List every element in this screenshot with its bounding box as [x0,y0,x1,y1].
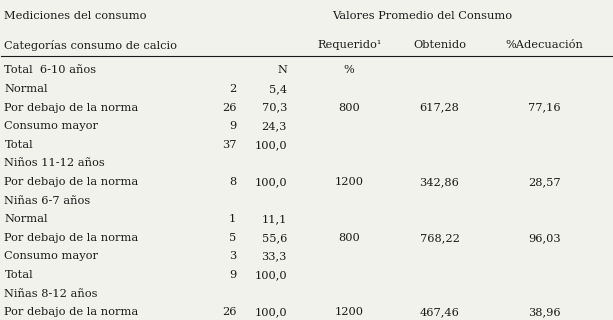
Text: 100,0: 100,0 [254,270,287,280]
Text: Por debajo de la norma: Por debajo de la norma [4,177,139,187]
Text: 8: 8 [229,177,237,187]
Text: 342,86: 342,86 [419,177,460,187]
Text: Total: Total [4,270,33,280]
Text: 768,22: 768,22 [419,233,460,243]
Text: Requerido¹: Requerido¹ [317,40,381,51]
Text: Total  6-10 años: Total 6-10 años [4,66,97,76]
Text: Niños 11-12 años: Niños 11-12 años [4,158,105,168]
Text: Por debajo de la norma: Por debajo de la norma [4,103,139,113]
Text: Normal: Normal [4,84,48,94]
Text: 9: 9 [229,121,237,131]
Text: 9: 9 [229,270,237,280]
Text: Total: Total [4,140,33,150]
Text: Consumo mayor: Consumo mayor [4,121,99,131]
Text: 38,96: 38,96 [528,307,561,317]
Text: 100,0: 100,0 [254,307,287,317]
Text: Mediciones del consumo: Mediciones del consumo [4,11,147,21]
Text: 24,3: 24,3 [262,121,287,131]
Text: 467,46: 467,46 [419,307,460,317]
Text: 70,3: 70,3 [262,103,287,113]
Text: 26: 26 [222,307,237,317]
Text: 11,1: 11,1 [262,214,287,224]
Text: 800: 800 [338,103,360,113]
Text: 28,57: 28,57 [528,177,561,187]
Text: Consumo mayor: Consumo mayor [4,252,99,261]
Text: 2: 2 [229,84,237,94]
Text: 77,16: 77,16 [528,103,561,113]
Text: 5,4: 5,4 [269,84,287,94]
Text: 33,3: 33,3 [262,252,287,261]
Text: 800: 800 [338,233,360,243]
Text: Por debajo de la norma: Por debajo de la norma [4,233,139,243]
Text: Categorías consumo de calcio: Categorías consumo de calcio [4,40,177,52]
Text: N: N [277,66,287,76]
Text: 1200: 1200 [335,307,364,317]
Text: Niñas 8-12 años: Niñas 8-12 años [4,289,98,299]
Text: %Adecuación: %Adecuación [506,40,584,51]
Text: Obtenido: Obtenido [413,40,466,51]
Text: 100,0: 100,0 [254,177,287,187]
Text: %: % [344,66,354,76]
Text: Niñas 6-7 años: Niñas 6-7 años [4,196,91,206]
Text: 96,03: 96,03 [528,233,561,243]
Text: 1: 1 [229,214,237,224]
Text: Normal: Normal [4,214,48,224]
Text: 26: 26 [222,103,237,113]
Text: 617,28: 617,28 [419,103,460,113]
Text: Valores Promedio del Consumo: Valores Promedio del Consumo [332,11,512,21]
Text: 5: 5 [229,233,237,243]
Text: 55,6: 55,6 [262,233,287,243]
Text: 100,0: 100,0 [254,140,287,150]
Text: 1200: 1200 [335,177,364,187]
Text: Por debajo de la norma: Por debajo de la norma [4,307,139,317]
Text: 3: 3 [229,252,237,261]
Text: 37: 37 [222,140,237,150]
